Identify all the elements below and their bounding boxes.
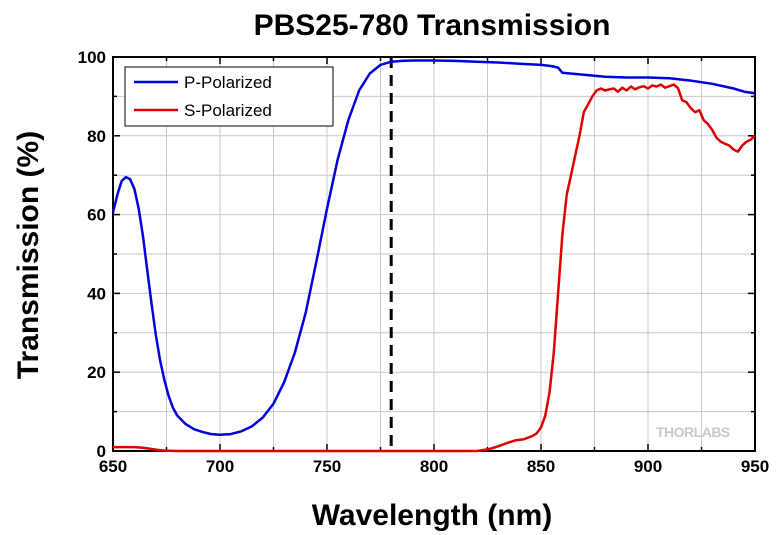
legend-label-s-polarized: S-Polarized [184, 101, 272, 120]
y-tick-label: 0 [97, 442, 106, 461]
x-tick-label: 800 [420, 457, 448, 476]
y-axis-label: Transmission (%) [12, 131, 45, 379]
x-tick-label: 950 [741, 457, 769, 476]
y-tick-label: 80 [87, 127, 106, 146]
legend-label-p-polarized: P-Polarized [184, 73, 272, 92]
x-tick-label: 700 [206, 457, 234, 476]
series-line-s-polarized [113, 83, 756, 453]
thorlabs-watermark: THORLABS [656, 424, 730, 440]
legend: P-Polarized S-Polarized [124, 66, 334, 127]
y-tick-label: 40 [87, 284, 106, 303]
tick-labels: 650 700 750 800 850 900 950 0 20 40 60 80 100 [78, 48, 770, 476]
y-tick-label: 100 [78, 48, 106, 67]
x-tick-label: 750 [313, 457, 341, 476]
x-axis-label: Wavelength (nm) [312, 499, 553, 532]
series-line-p-polarized [111, 59, 756, 437]
x-tick-label: 850 [527, 457, 555, 476]
y-tick-label: 60 [87, 206, 106, 225]
legend-box [124, 66, 334, 127]
data-series [111, 59, 756, 453]
x-tick-label: 650 [99, 457, 127, 476]
chart-title: PBS25-780 Transmission [254, 9, 611, 42]
y-tick-label: 20 [87, 363, 106, 382]
x-tick-label: 900 [634, 457, 662, 476]
